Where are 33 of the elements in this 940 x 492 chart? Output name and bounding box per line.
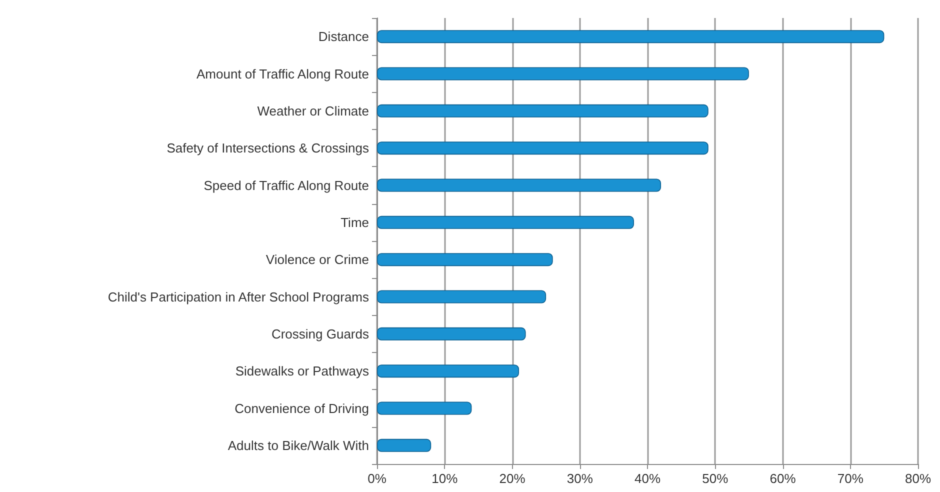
bar [377,67,749,80]
y-tick-label: Time [340,214,369,230]
x-tick-label: 10% [432,471,458,486]
y-tick-label: Speed of Traffic Along Route [204,178,369,193]
y-tick-label: Distance [318,29,369,44]
y-tick-label: Amount of Traffic Along Route [196,66,369,82]
bar [377,364,520,378]
y-tick-label: Weather or Climate [257,103,369,118]
x-tick-label: 0% [368,471,387,486]
y-tick-label: Adults to Bike/Walk With [228,438,369,453]
bar [377,438,432,452]
x-tick-label: 40% [634,471,661,486]
y-tick-label: Safety of Intersections & Crossings [166,140,370,156]
bar [377,104,708,118]
y-tick-label: Child's Participation in After School Programs [108,289,370,304]
x-tick-label: 60% [770,471,796,486]
y-tick-label: Sidewalks or Pathways [235,364,370,379]
bar [377,178,662,192]
x-tick-label: 50% [702,471,729,486]
x-tick-label: 80% [904,471,932,486]
y-tick-label: Violence or Crime [266,252,369,268]
bar [377,216,634,229]
x-tick-label: 70% [837,471,864,486]
bar [377,402,472,415]
y-tick-label: Crossing Guards [271,326,370,342]
x-tick-label: 30% [566,471,594,486]
x-tick-label: 20% [499,471,526,486]
bar [377,290,546,304]
bar [377,253,553,266]
y-tick-label: Convenience of Driving [234,400,369,416]
bar [377,30,884,44]
bar [377,327,526,340]
bar [377,142,708,155]
